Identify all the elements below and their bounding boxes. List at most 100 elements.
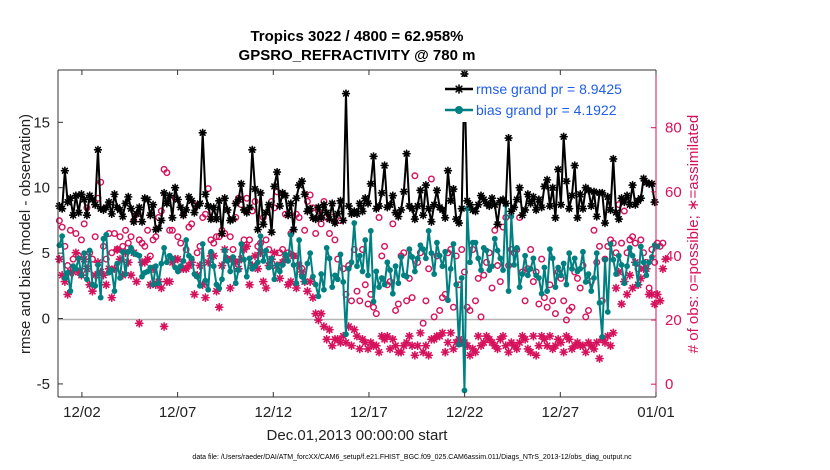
obs-assimilated-point <box>418 347 428 357</box>
bias-point <box>150 281 156 288</box>
bias-point <box>511 261 517 268</box>
obs-possible-point <box>356 297 364 305</box>
obs-possible-point <box>483 258 491 266</box>
bias-point <box>59 233 66 240</box>
rmse-point <box>66 193 75 203</box>
rmse-point <box>68 210 78 220</box>
bias-point <box>569 265 575 272</box>
axes-frame <box>57 69 657 398</box>
rmse-point <box>170 183 180 192</box>
rmse-point <box>341 89 351 98</box>
bias-point <box>450 241 457 247</box>
bias-line <box>58 203 658 392</box>
rmse-point <box>157 216 166 225</box>
bias-point <box>439 263 446 270</box>
obs-assimilated-point <box>245 280 254 290</box>
bias-point <box>304 260 311 267</box>
y-right-tick-label: 80 <box>665 120 682 137</box>
obs-assimilated-point <box>404 331 414 341</box>
x-tick-label: 01/01 <box>637 404 675 421</box>
rmse-point <box>487 193 497 203</box>
bias-point <box>635 281 641 288</box>
bias-point <box>276 268 283 275</box>
obs-possible-point <box>392 306 400 314</box>
obs-assimilated-point <box>165 277 175 286</box>
bias-point <box>626 244 633 251</box>
bias-point <box>373 268 380 275</box>
rmse-point <box>416 186 425 195</box>
obs-assimilated-point <box>493 344 502 354</box>
rmse-point <box>418 210 428 220</box>
bias-point <box>73 265 79 272</box>
x-tick-label: 12/07 <box>159 404 197 421</box>
bias-point <box>216 285 223 292</box>
obs-possible-point <box>246 236 254 244</box>
rmse-point <box>297 176 307 186</box>
rmse-point <box>137 217 147 226</box>
rmse-point <box>515 183 524 192</box>
bias-point <box>202 277 209 284</box>
rmse-point <box>217 229 227 238</box>
bias-point <box>591 275 597 281</box>
legend-box <box>440 77 646 122</box>
obs-possible-point <box>400 249 408 257</box>
rmse-point <box>228 214 238 224</box>
bias-point <box>384 259 391 266</box>
obs-assimilated-point <box>581 347 591 357</box>
obs-assimilated-point <box>600 338 610 347</box>
bias-point <box>467 259 473 266</box>
rmse-point <box>248 145 257 154</box>
bias-point <box>602 256 608 263</box>
bias-point <box>265 264 272 271</box>
rmse-point <box>479 195 488 204</box>
obs-assimilated-point <box>316 309 326 319</box>
obs-assimilated-point <box>242 241 252 251</box>
rmse-point <box>366 179 375 188</box>
bias-point <box>274 261 280 268</box>
bias-point <box>560 260 567 267</box>
rmse-point <box>578 204 588 213</box>
rmse-point <box>429 200 439 209</box>
rmse-point <box>281 191 290 200</box>
bias-point <box>103 231 110 238</box>
rmse-point <box>526 199 535 208</box>
rmse-point <box>104 197 114 207</box>
obs-possible-point <box>361 281 369 289</box>
bias-point <box>188 255 195 262</box>
bias-point <box>177 263 184 270</box>
obs-assimilated-point <box>314 315 323 325</box>
bias-point <box>555 264 562 271</box>
rmse-point <box>311 214 320 224</box>
rmse-point <box>493 220 502 229</box>
bias-point <box>298 273 305 280</box>
obs-possible-point <box>347 297 355 305</box>
bias-point <box>442 248 449 255</box>
x-tick-label: 12/17 <box>350 404 388 421</box>
obs-assimilated-point <box>363 344 373 354</box>
rmse-point <box>71 191 81 200</box>
obs-assimilated-point <box>341 338 351 347</box>
obs-assimilated-point <box>559 347 569 357</box>
bias-point <box>376 284 382 291</box>
bias-point <box>406 246 413 253</box>
bias-point <box>268 255 275 262</box>
bias-point <box>351 220 358 226</box>
rmse-point <box>474 200 483 209</box>
obs-assimilated-point <box>355 344 365 354</box>
bias-point <box>414 255 421 262</box>
obs-assimilated-point <box>465 350 475 360</box>
rmse-point <box>556 200 566 209</box>
bias-point <box>337 251 344 258</box>
y-tick-label: 5 <box>42 245 50 262</box>
rmse-point <box>457 204 466 213</box>
rmse-point <box>573 213 582 223</box>
bias-point <box>334 276 341 283</box>
obs-possible-point <box>229 246 237 254</box>
bias-point <box>409 254 416 260</box>
bias-point <box>155 280 162 287</box>
obs-assimilated-point <box>327 341 337 351</box>
rmse-point <box>336 196 345 205</box>
obs-possible-point <box>97 178 105 186</box>
rmse-point <box>449 184 458 194</box>
